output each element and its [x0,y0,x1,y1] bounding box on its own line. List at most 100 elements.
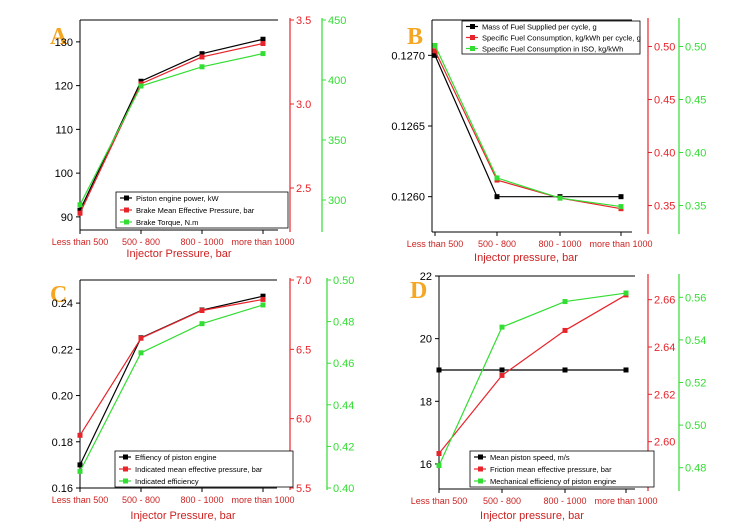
legend-swatch-marker [470,24,475,29]
y-tick-label: 0.45 [685,95,706,107]
legend-swatch-marker [123,478,128,484]
data-point [499,367,505,373]
data-point [618,204,624,210]
y-tick-label: 2.62 [654,389,675,401]
series-line [79,53,264,206]
x-tick-label: 800 - 1000 [538,239,581,249]
x-tick-label: 500 - 800 [122,237,160,247]
y-tick-label: 16 [420,459,432,471]
data-point [260,41,266,47]
y-tick-label: 3.0 [296,99,311,111]
series-line [79,42,264,214]
legend-swatch-marker [478,454,483,460]
data-point [562,367,568,373]
series-line [434,45,622,208]
data-point [432,42,438,48]
y-tick-label: 100 [55,168,73,180]
data-point [77,207,83,213]
x-tick-label: 500 - 800 [478,239,516,249]
y-tick-label: 0.1270 [391,50,425,62]
y-tick-label: 0.52 [685,378,706,390]
y-tick-label: 2.66 [654,295,675,307]
y-tick-label: 6.0 [296,414,311,426]
legend-swatch-marker [124,219,129,225]
x-tick-label: more than 1000 [231,495,294,505]
y-tick-label: 350 [328,135,346,147]
x-axis-label: Injector pressure, bar [474,252,578,264]
panel-letter: A [50,24,68,50]
data-point [618,194,624,200]
panel-letter: D [410,278,427,304]
data-point [436,463,442,469]
y-tick-label: 300 [328,195,346,207]
y-tick-label: 110 [55,124,73,136]
data-point [557,195,563,201]
data-point [499,372,505,378]
legend-label: Mass of Fuel Supplied per cycle, g [482,23,597,32]
legend-swatch-marker [478,466,483,472]
panel-a: A Injector Pressure, bar Less than 500 50… [50,15,346,260]
data-point [77,468,83,474]
y-tick-label: 0.18 [52,437,73,449]
y-tick-label: 0.40 [654,148,675,160]
y-tick-label: 3.5 [296,15,311,27]
data-point [499,324,505,330]
x-axis-label: Injector pressure, bar [480,510,584,522]
series-line [434,50,622,210]
y-tick-label: 22 [420,271,432,283]
panel-b: B Injector pressure, bar Less than 500 50… [391,18,706,264]
legend-label: Specific Fuel Consumption in ISO, kg/kWh [482,45,623,54]
data-point [199,64,205,70]
y-tick-label: 0.50 [654,42,675,54]
data-point [260,302,266,308]
y-tick-label: 0.44 [333,400,354,412]
data-point [436,451,442,456]
data-point [562,327,568,333]
panel-letter: C [50,282,67,308]
data-point [260,296,266,302]
data-point [260,51,266,57]
x-tick-label: Less than 500 [411,496,468,506]
series-line [79,38,264,211]
y-tick-label: 90 [61,212,73,224]
legend-box [115,191,289,229]
x-tick-label: 800 - 1000 [180,237,223,247]
y-tick-label: 450 [328,15,346,27]
data-point [494,194,500,200]
data-point [138,350,144,356]
data-point [77,202,83,208]
data-point [623,290,629,296]
series-line [79,295,264,466]
y-tick-label: 0.42 [333,441,354,453]
data-point [494,175,500,181]
y-tick-label: 0.50 [685,420,706,432]
data-point [77,210,83,216]
x-tick-label: more than 1000 [589,239,652,249]
data-point [138,78,144,84]
x-axis-label: Injector Pressure, bar [126,248,231,260]
panel-d: D Injector pressure, bar Less than 500 50… [410,271,706,522]
legend-swatch-marker [470,35,475,40]
y-tick-label: 0.50 [685,42,706,54]
x-tick-label: 500 - 800 [122,495,160,505]
y-tick-label: 0.35 [654,201,675,213]
legend-label: Indicated efficiency [135,477,199,486]
y-tick-label: 0.56 [685,292,706,304]
x-tick-label: 800 - 1000 [180,495,223,505]
y-tick-label: 0.16 [52,483,73,495]
y-tick-label: 0.40 [685,148,706,160]
x-tick-label: more than 1000 [231,237,294,247]
data-point [199,308,205,314]
y-tick-label: 6.5 [296,344,311,356]
data-point [623,367,629,373]
y-tick-label: 2.64 [654,342,675,354]
data-point [199,321,205,327]
y-tick-label: 0.40 [333,483,354,495]
panel-c: C Injector Pressure, bar Less than 500 50… [50,275,354,522]
y-tick-label: 0.54 [685,335,706,347]
x-tick-label: Less than 500 [52,495,109,505]
y-tick-label: 7.0 [296,275,311,287]
legend-label: Piston engine power, kW [136,194,219,203]
y-tick-label: 5.5 [296,483,311,495]
